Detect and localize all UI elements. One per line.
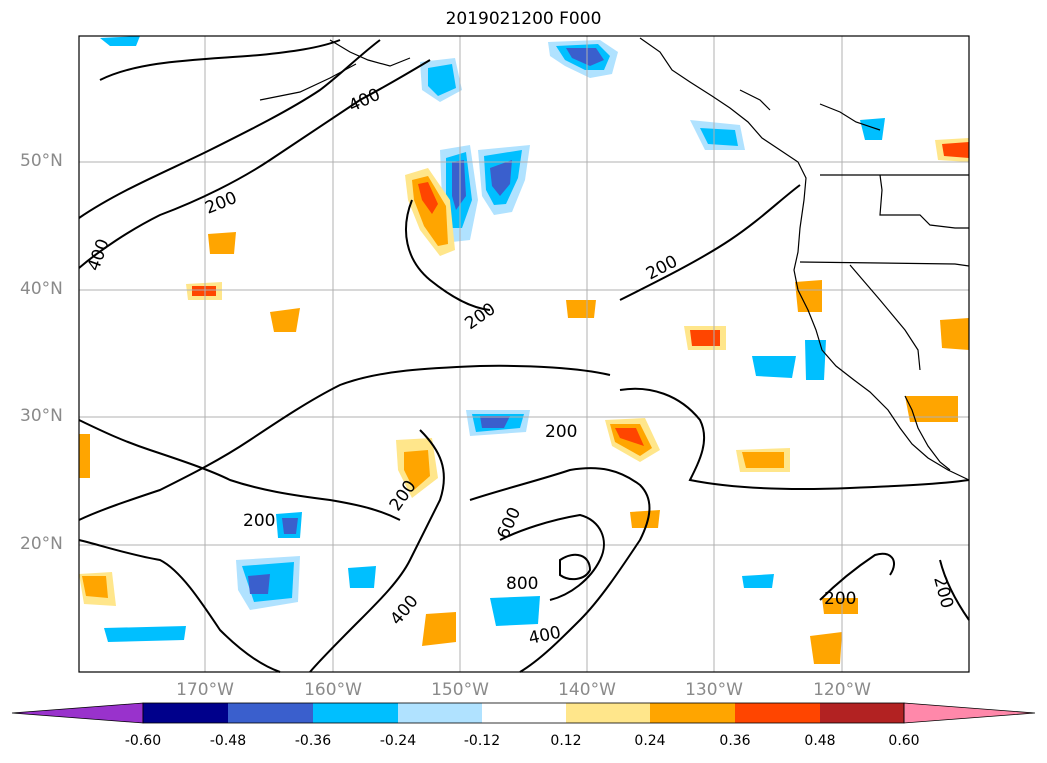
contour-label: 200: [824, 589, 856, 609]
latitude-label: 30°N: [20, 406, 63, 426]
colorbar-segment: [735, 703, 820, 723]
contour-line: [78, 419, 401, 521]
anomaly-patch: [795, 280, 822, 312]
anomaly-patch: [752, 356, 796, 378]
contour-label: 200: [243, 511, 275, 531]
map-title: 2019021200 F000: [445, 9, 602, 29]
colorbar-extend-right: [903, 702, 1036, 724]
contour-label: 800: [506, 574, 538, 594]
anomaly-patch: [940, 318, 969, 350]
colorbar-segment: [228, 703, 313, 723]
latitude-label: 20°N: [20, 534, 63, 554]
latitude-label: 40°N: [20, 279, 63, 299]
anomaly-patch: [690, 330, 720, 346]
contour-line: [619, 184, 801, 301]
contour-line: [78, 539, 281, 673]
anomaly-patch: [860, 118, 885, 140]
anomaly-patch: [452, 160, 466, 210]
colorbar-outline: [142, 702, 905, 724]
anomaly-patch: [404, 450, 430, 490]
colorbar-tick-label: 0.36: [719, 733, 751, 749]
longitude-label: 170°W: [176, 680, 234, 700]
anomaly-patch: [905, 396, 958, 422]
graticule: [79, 36, 969, 672]
anomaly-patch: [270, 308, 300, 332]
anomaly-patch: [282, 518, 298, 534]
longitude-label: 140°W: [558, 680, 616, 700]
coastlines: [259, 37, 970, 481]
colorbar-segment: [398, 703, 482, 723]
colorbar-tick-label: 0.60: [888, 733, 920, 749]
colorbar-tick-label: 0.24: [634, 733, 666, 749]
anomaly-patch: [566, 300, 596, 318]
longitude-label: 130°W: [685, 680, 743, 700]
longitude-label: 160°W: [304, 680, 362, 700]
map-frame: [78, 35, 970, 673]
contour-line: [405, 199, 491, 311]
colorbar-segment: [820, 703, 904, 723]
contour-line: [819, 552, 895, 601]
colorbar-segment: [143, 703, 228, 723]
latitude-label: 50°N: [20, 151, 63, 171]
contour-line: [78, 364, 611, 521]
anomaly-patch: [418, 182, 438, 214]
anomaly-patch: [248, 574, 270, 594]
colorbar-tick-label: 0.48: [804, 733, 836, 749]
contour-line: [469, 467, 651, 673]
colorbar-tick-label: -0.48: [209, 733, 247, 749]
colorbar-tick-label: -0.12: [463, 733, 501, 749]
colorbar-tick-label: -0.36: [294, 733, 332, 749]
contour-line: [939, 559, 970, 621]
contour-line: [78, 39, 381, 219]
colorbar-tick-label: -0.24: [379, 733, 417, 749]
anomaly-patch: [79, 434, 90, 478]
contour-line: [619, 387, 970, 491]
longitude-label: 120°W: [813, 680, 871, 700]
colorbar-extend-left: [11, 702, 144, 724]
colorbar-segment: [313, 703, 398, 723]
height-contours: [78, 39, 970, 673]
anomaly-patch: [822, 598, 858, 614]
anomaly-patch: [422, 612, 456, 646]
colorbar-segment: [482, 703, 566, 723]
anomaly-patch: [100, 36, 140, 46]
anomaly-patch: [742, 452, 784, 468]
anomaly-patch: [490, 160, 512, 196]
anomaly-patch: [490, 596, 540, 626]
anomaly-patch: [480, 416, 510, 428]
anomaly-patch: [630, 510, 660, 528]
anomaly-patch: [348, 566, 376, 588]
contour-line: [78, 59, 431, 269]
anomaly-patch: [82, 576, 108, 598]
contour-line: [499, 513, 605, 601]
longitude-label: 150°W: [431, 680, 489, 700]
colorbar: [11, 702, 1036, 724]
anomaly-patch: [192, 286, 216, 296]
colorbar-segment: [650, 703, 735, 723]
colorbar-tick-label: 0.12: [550, 733, 582, 749]
anomaly-patch: [700, 128, 738, 146]
contour-label: 200: [545, 422, 577, 442]
anomaly-patch: [810, 632, 842, 664]
anomaly-patch: [566, 48, 604, 66]
anomaly-patch: [208, 232, 236, 254]
contour-line: [559, 553, 592, 581]
colorbar-tick-label: -0.60: [124, 733, 162, 749]
contour-line: [309, 429, 445, 673]
anomaly-patch: [104, 626, 186, 642]
anomaly-patch: [942, 142, 969, 158]
anomaly-patch: [615, 428, 644, 446]
contour-line: [99, 39, 341, 81]
anomaly-patch: [805, 340, 826, 380]
anomaly-patch: [742, 574, 774, 588]
anomaly-patch: [428, 64, 456, 96]
colorbar-segment: [566, 703, 650, 723]
